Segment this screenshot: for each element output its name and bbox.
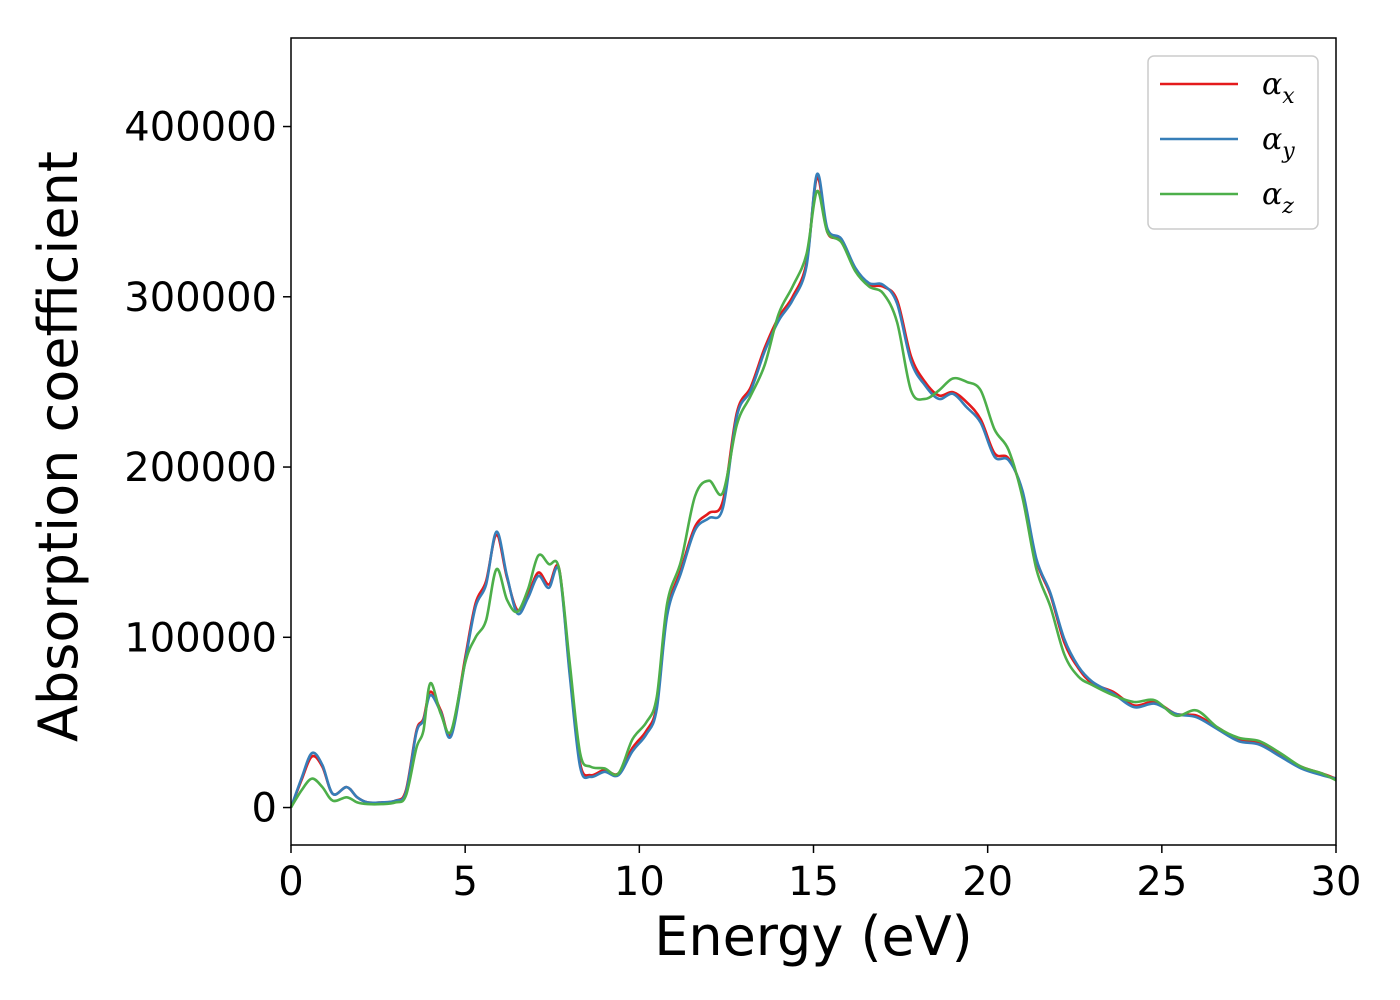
legend-box bbox=[1147, 55, 1319, 230]
y-axis: 0 100000 200000 300000 400000 bbox=[124, 105, 291, 832]
x-axis-label: Energy (eV) bbox=[654, 905, 973, 968]
series-line-alpha-z bbox=[289, 189, 1337, 809]
x-axis: 0 5 10 15 20 25 30 bbox=[278, 845, 1361, 905]
x-tick-label: 10 bbox=[614, 859, 665, 905]
y-tick-label: 400000 bbox=[124, 105, 277, 151]
y-tick-label: 300000 bbox=[124, 275, 277, 321]
y-tick-label: 200000 bbox=[124, 445, 277, 491]
x-tick-label: 15 bbox=[788, 859, 839, 905]
x-tick-label: 25 bbox=[1136, 859, 1187, 905]
series-line-alpha-x bbox=[289, 176, 1337, 808]
y-tick-label: 100000 bbox=[124, 615, 277, 661]
series-line-alpha-y bbox=[289, 172, 1337, 808]
y-tick-label: 0 bbox=[252, 786, 277, 832]
x-tick-label: 30 bbox=[1311, 859, 1362, 905]
series-layer bbox=[289, 172, 1337, 809]
x-tick-label: 5 bbox=[452, 859, 477, 905]
y-axis-label: Absorption coefficient bbox=[27, 151, 90, 742]
x-tick-label: 0 bbox=[278, 859, 303, 905]
x-tick-label: 20 bbox=[962, 859, 1013, 905]
